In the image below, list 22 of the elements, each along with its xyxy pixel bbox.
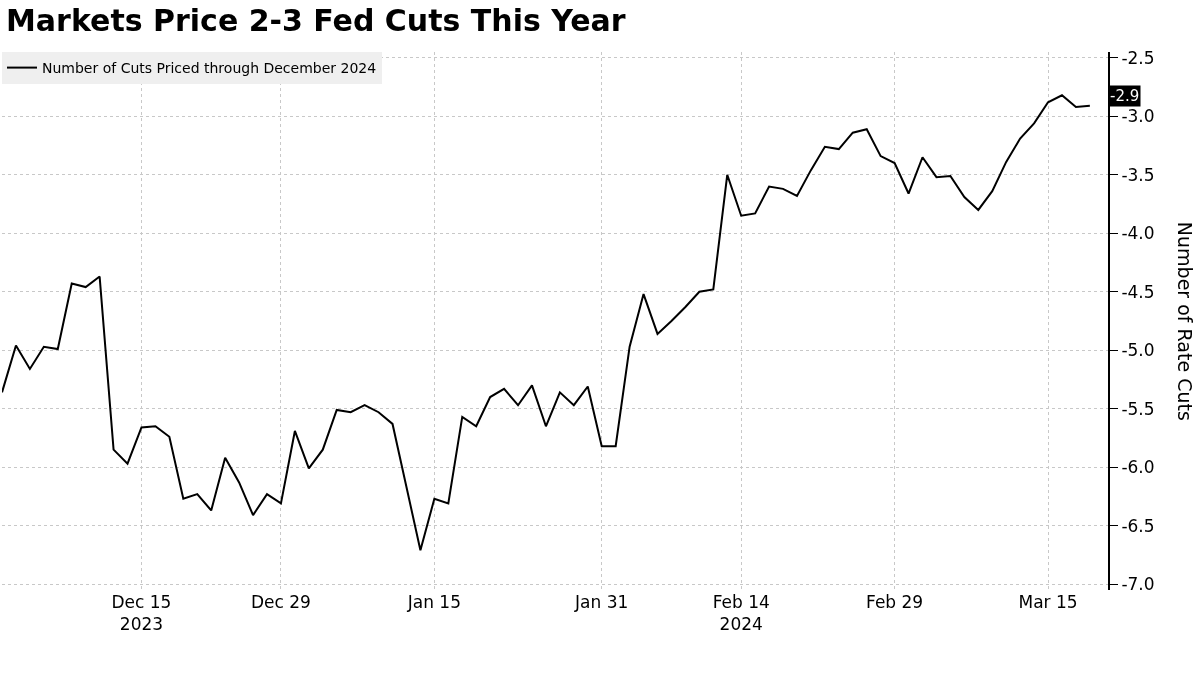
x-tick-label: Mar 15 <box>1018 592 1078 612</box>
line-series <box>2 94 1091 552</box>
y-tick-label: -3.0 <box>1121 106 1155 127</box>
legend-label: Number of Cuts Priced through December 2024 <box>42 60 377 77</box>
y-tick-label: -5.0 <box>1121 340 1155 361</box>
x-tick-label: Jan 31 <box>574 592 629 612</box>
x-tick-label: Dec 29 <box>250 592 311 612</box>
y-tick-label: -6.0 <box>1121 457 1155 478</box>
y-tick-label: -4.0 <box>1121 223 1155 244</box>
y-tick-label: -7.0 <box>1121 574 1155 595</box>
x-tick-label: Feb 29 <box>866 592 924 612</box>
y-tick-label: -5.5 <box>1121 398 1155 419</box>
chart-title: Markets Price 2-3 Fed Cuts This Year <box>6 3 626 39</box>
y-tick-label: -4.5 <box>1121 281 1155 302</box>
y-tick-label: -6.5 <box>1121 515 1155 536</box>
y-axis-title: Number of Rate Cuts <box>1174 221 1197 421</box>
x-tick-label: Feb 14 2024 <box>712 592 770 635</box>
y-tick-label: -3.5 <box>1121 164 1155 185</box>
text: -2.9 <box>1110 87 1140 105</box>
x-tick-label: Dec 15 2023 <box>111 592 172 635</box>
y-tick-label: -2.5 <box>1121 47 1155 68</box>
x-tick-label: Jan 15 <box>406 592 461 612</box>
